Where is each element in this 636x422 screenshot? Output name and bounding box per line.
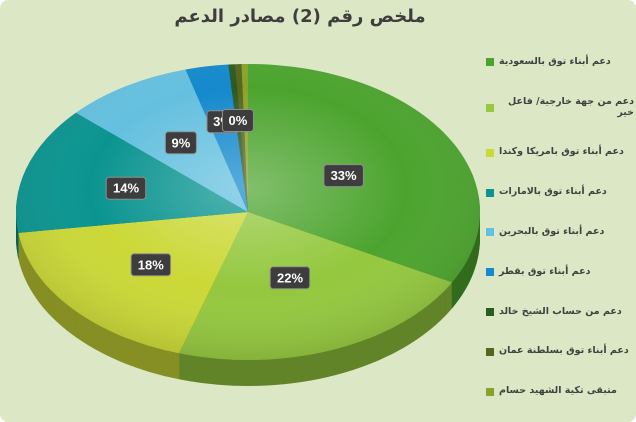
legend-label: دعم أبناء توق بالامارات xyxy=(499,186,607,198)
pie-top-face xyxy=(15,64,481,361)
data-label: 18% xyxy=(130,253,172,277)
legend-label: دعم من جهة خارجية/ فاعل خير xyxy=(508,95,634,118)
legend-label: دعم أبناء توق بقطر xyxy=(499,265,591,277)
chart-legend: دعم أبناء توق بالسعودية دعم من جهة خارجية… xyxy=(486,56,634,397)
legend-marker xyxy=(486,58,494,67)
svg-text:9%: 9% xyxy=(172,135,191,150)
legend-item: دعم أبناء توق بالسعودية xyxy=(486,56,634,68)
legend-marker xyxy=(486,307,494,316)
legend-marker xyxy=(486,188,494,197)
legend-marker xyxy=(486,347,494,356)
data-label: 9% xyxy=(164,131,197,155)
legend-label: دعم أبناء توق بسلطنة عمان xyxy=(499,345,629,357)
legend-marker xyxy=(486,387,494,396)
svg-text:14%: 14% xyxy=(113,181,139,196)
data-label: 33% xyxy=(323,164,364,188)
legend-item: دعم أبناء توق بامريكا وكندا xyxy=(486,147,634,158)
legend-item: دعم أبناء توق بالبحرين xyxy=(486,225,634,238)
data-label: 0% xyxy=(221,109,254,132)
svg-text:22%: 22% xyxy=(277,270,303,285)
svg-text:33%: 33% xyxy=(331,168,357,183)
legend-item: دعم أبناء توق بالامارات xyxy=(486,186,634,198)
legend-label: دعم أبناء توق بالبحرين xyxy=(499,225,605,237)
legend-label: دعم من حساب الشيخ خالد xyxy=(499,305,622,317)
legend-label: دعم أبناء توق بامريكا وكندا xyxy=(499,146,624,158)
legend-label: دعم أبناء توق بالسعودية xyxy=(499,56,611,67)
legend-label: متبقى تكية الشهيد حسام xyxy=(499,385,617,397)
data-label: 22% xyxy=(269,266,311,290)
pie-chart: 33%22%18%14%9%3%0% xyxy=(15,64,481,387)
legend-item: دعم أبناء توق بقطر xyxy=(486,265,634,278)
legend-marker xyxy=(486,228,494,237)
legend-marker xyxy=(486,148,494,157)
legend-item: دعم من حساب الشيخ خالد xyxy=(486,305,634,318)
legend-item: دعم من جهة خارجية/ فاعل خير xyxy=(486,95,634,119)
legend-marker xyxy=(486,103,494,112)
legend-item: دعم أبناء توق بسلطنة عمان xyxy=(486,345,634,357)
svg-text:18%: 18% xyxy=(138,257,164,272)
data-label: 14% xyxy=(105,176,147,200)
legend-item: متبقى تكية الشهيد حسام xyxy=(486,385,634,397)
chart-title: ملخص رقم (2) مصادر الدعم xyxy=(174,6,426,27)
svg-text:0%: 0% xyxy=(229,113,248,128)
legend-marker xyxy=(486,268,494,277)
